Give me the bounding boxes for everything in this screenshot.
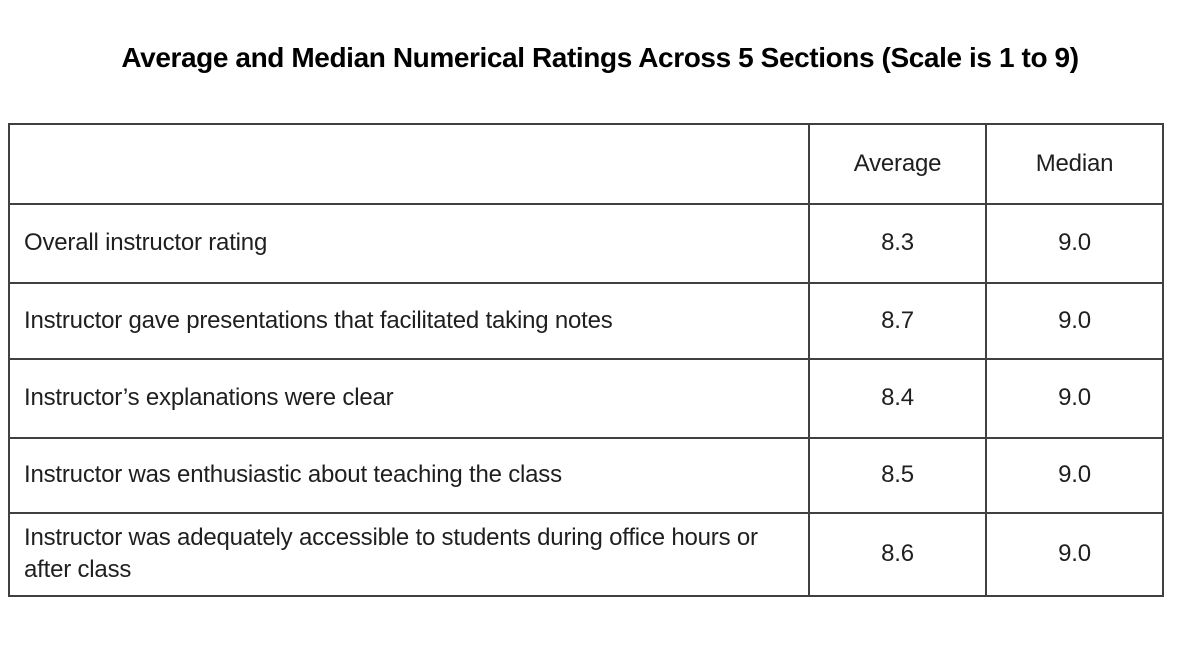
ratings-table: Average Median Overall instructor rating… [8,123,1164,597]
table-row: Instructor was adequately accessible to … [8,512,1164,597]
average-value: 8.6 [808,512,987,597]
table-header-row: Average Median [8,123,1164,205]
row-label: Instructor was adequately accessible to … [8,512,810,597]
table-row: Instructor gave presentations that facil… [8,282,1164,360]
median-value: 9.0 [985,203,1164,284]
median-value: 9.0 [985,437,1164,514]
median-value: 9.0 [985,512,1164,597]
page-title: Average and Median Numerical Ratings Acr… [121,42,1079,73]
header-average: Average [808,123,987,205]
row-label: Instructor gave presentations that facil… [8,282,810,360]
average-value: 8.5 [808,437,987,514]
row-label: Overall instructor rating [8,203,810,284]
average-value: 8.4 [808,358,987,439]
table-row: Instructor’s explanations were clear 8.4… [8,358,1164,439]
row-label: Instructor was enthusiastic about teachi… [8,437,810,514]
average-value: 8.3 [808,203,987,284]
table-row: Overall instructor rating 8.3 9.0 [8,203,1164,284]
header-label-cell [8,123,810,205]
row-label: Instructor’s explanations were clear [8,358,810,439]
median-value: 9.0 [985,282,1164,360]
table-row: Instructor was enthusiastic about teachi… [8,437,1164,514]
header-median: Median [985,123,1164,205]
average-value: 8.7 [808,282,987,360]
median-value: 9.0 [985,358,1164,439]
